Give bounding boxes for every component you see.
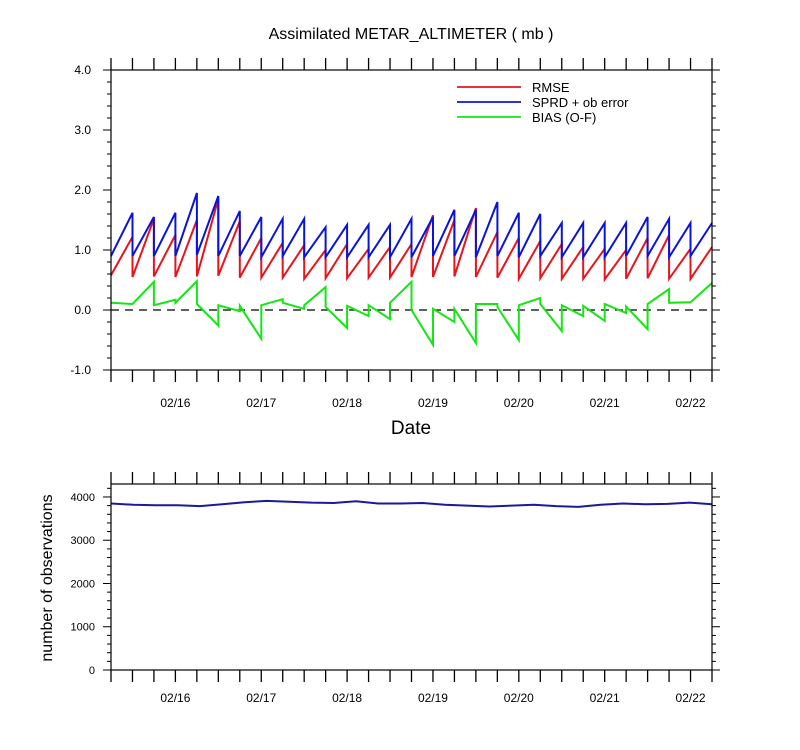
top-y-axis: -1.0 0.0 1.0 2.0 3.0 4.0 bbox=[70, 63, 720, 377]
bias-line bbox=[110, 278, 713, 349]
bottom-plot-series bbox=[110, 499, 713, 508]
legend-bias: BIAS (O-F) bbox=[457, 110, 596, 125]
bottom-x-tick-label: 02/20 bbox=[504, 691, 534, 705]
x-axis-title: Date bbox=[391, 418, 431, 439]
bottom-y-tick-label: 4000 bbox=[71, 492, 95, 504]
bottom-y-tick-label: 3000 bbox=[71, 535, 95, 547]
x-tick-label: 02/18 bbox=[332, 396, 362, 410]
bottom-x-axis: 02/16 02/17 02/18 02/19 02/20 02/21 02/22 bbox=[110, 472, 713, 705]
y-tick-label: 1.0 bbox=[74, 243, 91, 257]
y-tick-label: 3.0 bbox=[74, 123, 91, 137]
legend-rmse: RMSE bbox=[457, 80, 570, 95]
bottom-x-tick-label: 02/21 bbox=[590, 691, 620, 705]
bottom-plot-frame bbox=[110, 483, 713, 671]
bottom-x-tick-label: 02/16 bbox=[160, 691, 190, 705]
y-tick-label: 2.0 bbox=[74, 183, 91, 197]
y-tick-label: 0.0 bbox=[74, 303, 91, 317]
y-tick-label: 4.0 bbox=[74, 63, 91, 77]
legend-label: BIAS (O-F) bbox=[532, 110, 596, 125]
x-tick-label: 02/17 bbox=[246, 396, 276, 410]
x-tick-label: 02/16 bbox=[160, 396, 190, 410]
bottom-y-axis-title: number of observations bbox=[39, 494, 56, 661]
top-x-axis: 02/16 02/17 02/18 02/19 02/20 02/21 02/22 bbox=[110, 58, 713, 410]
bottom-y-axis: 0 1000 2000 3000 4000 bbox=[71, 487, 720, 677]
bottom-y-tick-label: 0 bbox=[89, 665, 95, 677]
x-tick-label: 02/20 bbox=[504, 396, 534, 410]
bottom-x-tick-label: 02/19 bbox=[418, 691, 448, 705]
spread-line bbox=[110, 192, 713, 262]
x-tick-label: 02/19 bbox=[418, 396, 448, 410]
legend-spread: SPRD + ob error bbox=[457, 95, 629, 110]
observations-line bbox=[110, 499, 713, 508]
x-tick-label: 02/21 bbox=[590, 396, 620, 410]
x-tick-label: 02/22 bbox=[676, 396, 706, 410]
bottom-x-tick-label: 02/18 bbox=[332, 691, 362, 705]
legend-label: RMSE bbox=[532, 80, 570, 95]
y-tick-label: -1.0 bbox=[70, 363, 91, 377]
legend-label: SPRD + ob error bbox=[532, 95, 629, 110]
top-plot-series bbox=[110, 192, 713, 349]
top-plot-frame bbox=[110, 69, 713, 371]
top-chart: Assimilated METAR_ALTIMETER ( mb ) RMSES… bbox=[70, 26, 720, 439]
bottom-y-tick-label: 2000 bbox=[71, 578, 95, 590]
bottom-x-tick-label: 02/22 bbox=[676, 691, 706, 705]
chart-title: Assimilated METAR_ALTIMETER ( mb ) bbox=[269, 26, 554, 43]
bottom-x-tick-label: 02/17 bbox=[246, 691, 276, 705]
bottom-y-tick-label: 1000 bbox=[71, 622, 95, 634]
